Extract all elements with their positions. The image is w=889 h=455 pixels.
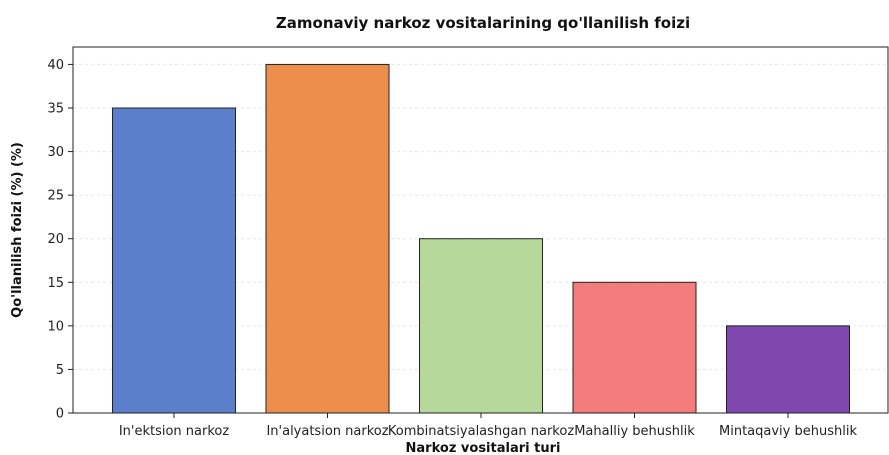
x-tick-label: Mintaqaviy behushlik (719, 424, 857, 439)
y-axis-label: Qo'llanilish foizi (%) (%) (10, 142, 25, 318)
y-tick-label: 30 (47, 145, 64, 160)
chart-title: Zamonaviy narkoz vositalarining qo'llani… (276, 14, 690, 32)
x-tick-label: Kombinatsiyalashgan narkoz (388, 424, 574, 439)
y-tick-label: 40 (47, 58, 64, 73)
bar-0 (112, 107, 236, 414)
y-tick-label: 20 (47, 232, 64, 247)
bar-2 (419, 238, 543, 414)
y-axis-ticks: 0 5 10 15 20 25 30 35 40 (47, 58, 73, 422)
bar-1 (265, 63, 390, 414)
x-axis-label: Narkoz vositalari turi (406, 441, 561, 455)
x-tick-label: In'alyatsion narkoz (266, 424, 388, 439)
bar-4 (726, 325, 850, 414)
y-tick-label: 10 (47, 319, 64, 334)
y-tick-label: 0 (56, 407, 64, 422)
y-tick-label: 5 (56, 363, 64, 378)
y-tick-label: 15 (47, 276, 64, 291)
x-tick-label: Mahalliy behushlik (574, 424, 695, 439)
bars (112, 63, 850, 414)
x-tick-label: In'ektsion narkoz (119, 424, 230, 439)
x-axis-ticks: In'ektsion narkoz In'alyatsion narkoz Komb… (119, 413, 857, 439)
y-tick-label: 35 (47, 102, 64, 117)
y-tick-label: 25 (47, 189, 64, 204)
bar-3 (572, 281, 697, 414)
